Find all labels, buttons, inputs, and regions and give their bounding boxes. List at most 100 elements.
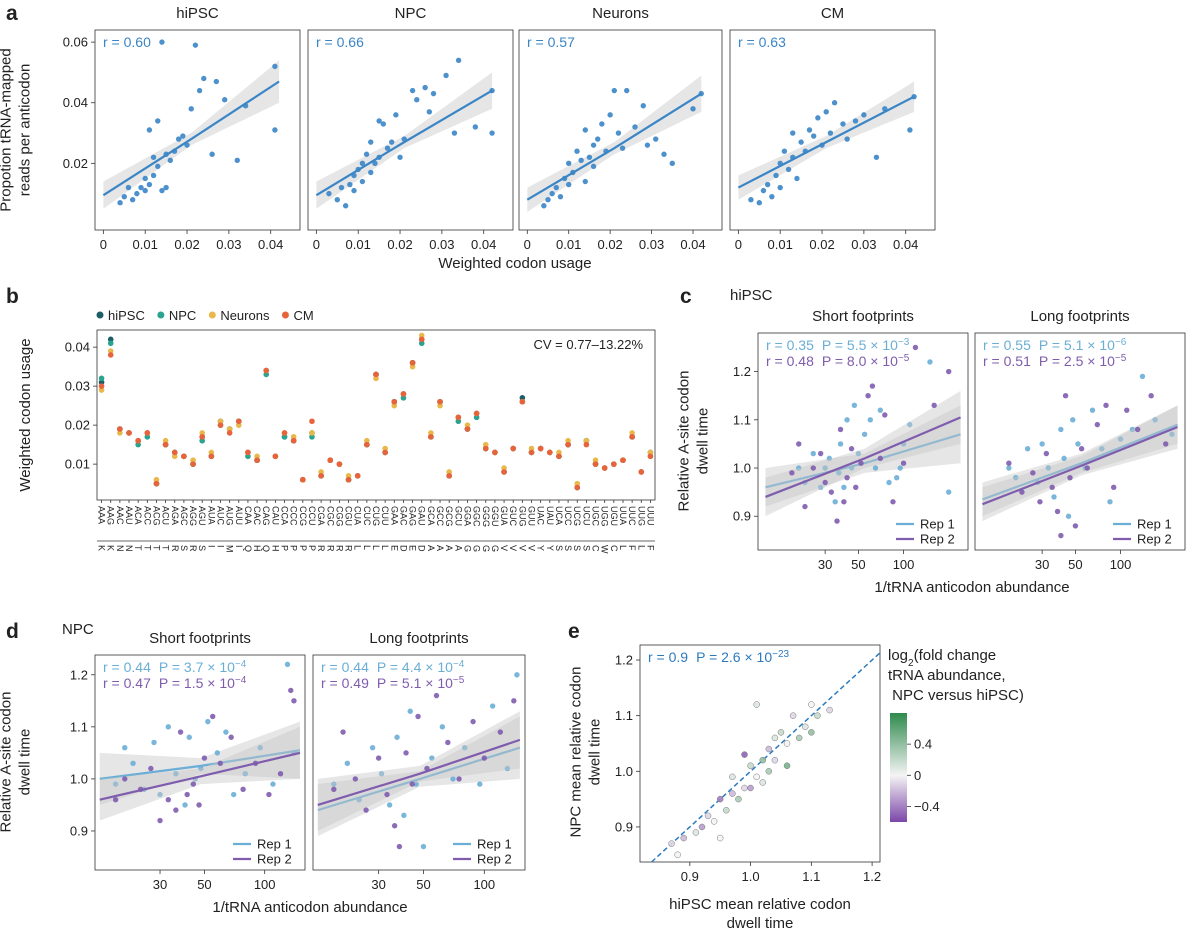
x-tick-label: 0.02 xyxy=(174,237,199,252)
codon-label: UCG xyxy=(572,506,582,526)
y-axis-label: dwell time xyxy=(17,729,34,796)
fit-line xyxy=(99,749,301,780)
dot xyxy=(519,395,526,401)
x-tick-label: 1.0 xyxy=(742,869,760,884)
point xyxy=(1006,460,1012,466)
point xyxy=(1030,470,1036,476)
x-tick-label: 0.03 xyxy=(851,237,876,252)
dot xyxy=(556,449,562,456)
point xyxy=(422,84,428,91)
point xyxy=(214,750,221,756)
point xyxy=(828,489,835,495)
legend-label: CM xyxy=(293,308,313,323)
dot xyxy=(409,359,416,366)
point xyxy=(117,200,123,206)
plot-frame xyxy=(518,29,723,231)
dot xyxy=(519,398,526,405)
dot xyxy=(510,445,517,452)
codon-label: GUC xyxy=(508,506,518,527)
point xyxy=(877,455,884,462)
x-tick-label: 30 xyxy=(818,557,832,572)
y-tick-label: 0.02 xyxy=(63,156,88,171)
point xyxy=(795,734,803,742)
point xyxy=(790,130,796,136)
dot xyxy=(190,457,196,464)
amino-acid-label: T xyxy=(151,545,161,551)
codon-label: UGG xyxy=(600,506,610,527)
codon-label: AAU xyxy=(124,506,134,525)
stat-annotation: r = 0.44 P = 4.4 × 10−4 xyxy=(321,659,465,676)
dot xyxy=(382,445,388,452)
point xyxy=(257,744,263,751)
amino-acid-label: C xyxy=(591,545,601,552)
point xyxy=(826,706,833,714)
x-tick-label: 50 xyxy=(851,557,865,572)
fit-line xyxy=(737,95,915,189)
subplot-title: Short footprints xyxy=(149,630,251,647)
point xyxy=(1152,417,1158,423)
point xyxy=(376,118,382,124)
point xyxy=(822,465,828,471)
y-tick-label: 0.03 xyxy=(65,379,90,394)
stat-part: −23 xyxy=(772,649,789,660)
point xyxy=(848,446,855,452)
point xyxy=(359,178,366,185)
point xyxy=(716,834,724,842)
point xyxy=(122,744,128,751)
dot xyxy=(455,414,462,421)
point xyxy=(831,100,838,106)
point xyxy=(759,779,766,786)
colorbar xyxy=(890,713,907,822)
point xyxy=(375,755,382,761)
amino-acid-label: D xyxy=(417,545,427,552)
point xyxy=(841,499,847,505)
dot xyxy=(647,449,654,456)
confidence-band xyxy=(982,405,1178,522)
amino-acid-label: H xyxy=(270,545,280,552)
point xyxy=(931,402,937,409)
dot xyxy=(309,434,315,440)
panel-letter: c xyxy=(680,285,692,308)
stat-part: P = 3.7 × 10 xyxy=(159,659,235,675)
point xyxy=(1065,513,1072,519)
point xyxy=(391,823,398,829)
point xyxy=(810,133,817,139)
codon-label: CGC xyxy=(325,506,335,527)
dot xyxy=(528,449,535,456)
point xyxy=(545,196,551,203)
point xyxy=(157,791,163,798)
stat-part: r = 0.47 xyxy=(103,675,151,691)
dot xyxy=(199,430,205,436)
dot xyxy=(345,476,352,483)
point xyxy=(1129,426,1136,433)
point xyxy=(184,791,190,798)
point xyxy=(142,187,148,194)
amino-acid-label: L xyxy=(371,545,381,550)
codon-label: CUA xyxy=(353,506,363,525)
dot xyxy=(98,379,105,386)
point xyxy=(769,193,775,200)
codon-label: CAU xyxy=(270,506,280,525)
y-tick-label: 0.04 xyxy=(65,340,90,355)
codon-label: CCG xyxy=(298,506,308,526)
point xyxy=(1139,373,1146,380)
point xyxy=(456,776,462,782)
dot xyxy=(153,480,160,487)
legend-label: Rep 1 xyxy=(257,837,292,852)
dot xyxy=(418,340,425,347)
point xyxy=(429,755,435,761)
dot xyxy=(263,371,270,378)
amino-acid-label: V xyxy=(527,545,537,551)
point xyxy=(393,112,399,118)
codon-label: GGU xyxy=(490,506,500,527)
amino-acid-label: D xyxy=(398,545,408,552)
amino-acid-label: V xyxy=(499,545,509,551)
stat-part: r = 0.44 xyxy=(321,659,369,675)
legend-label: Rep 1 xyxy=(920,517,955,532)
point xyxy=(756,200,762,206)
amino-acid-label: R xyxy=(188,545,198,552)
codon-label: CAA xyxy=(243,506,253,525)
x-tick-label: 50 xyxy=(1068,557,1082,572)
subplot: hiPSC 0.02 0.04 0.06 0 0.01 0.02 0.03 0.04 Weight… xyxy=(0,5,592,272)
point xyxy=(619,145,626,151)
